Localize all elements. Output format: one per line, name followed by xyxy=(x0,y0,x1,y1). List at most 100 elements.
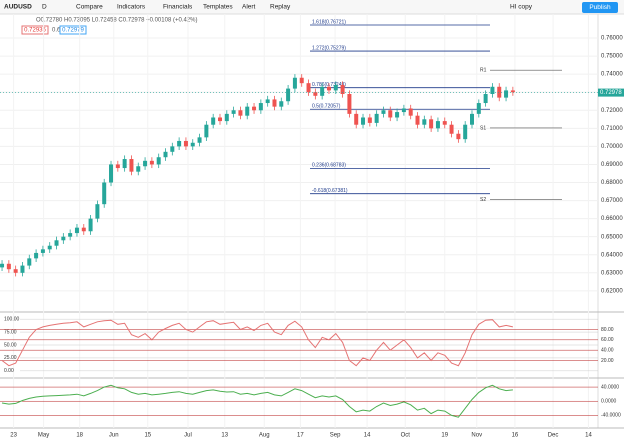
candle-body xyxy=(20,265,25,273)
candle-body xyxy=(347,94,352,114)
x-tick-label: Jun xyxy=(109,433,119,439)
legend-value: 0.72979 xyxy=(62,28,84,34)
candle-body xyxy=(286,88,291,102)
candle-body xyxy=(34,252,39,259)
x-tick-label: 13 xyxy=(221,433,228,439)
candle-body xyxy=(204,124,209,138)
candle-body xyxy=(258,103,263,111)
pivot-label: S1 xyxy=(480,125,486,131)
fib-label: -0.618(0.67381) xyxy=(312,188,348,194)
candle-body xyxy=(122,159,127,169)
x-tick-label: 15 xyxy=(144,433,151,439)
symbol[interactable]: AUDUSD xyxy=(4,4,32,11)
candle-body xyxy=(238,110,243,116)
y-tick-label: 0.62000 xyxy=(601,288,623,294)
candle-body xyxy=(136,166,141,172)
pane-tick-label: 40.00 xyxy=(601,347,614,353)
candle-body xyxy=(456,133,461,140)
ohlc-legend: O0.72780 H0.73095 L0.72458 C0.72978 +0.0… xyxy=(36,18,197,24)
last-price-label: 0.72978 xyxy=(600,90,622,96)
legend-box xyxy=(59,25,87,35)
candle-body xyxy=(320,86,325,96)
candle-body xyxy=(449,124,454,134)
x-tick-label: Dec xyxy=(548,433,559,439)
candle-body xyxy=(415,115,420,125)
publish-button[interactable] xyxy=(582,2,618,13)
pane-tick-label: 40.0000 xyxy=(601,384,619,390)
candle-body xyxy=(401,108,406,113)
candle-body xyxy=(40,249,45,253)
candle-body xyxy=(326,86,331,91)
candle-body xyxy=(217,117,222,122)
candle-body xyxy=(47,245,52,250)
candle-body xyxy=(129,159,134,172)
x-tick-label: 18 xyxy=(76,433,83,439)
candle-body xyxy=(27,258,32,266)
layout-name[interactable]: HI copy xyxy=(510,4,533,11)
last-price-tag xyxy=(598,88,624,97)
candle-body xyxy=(102,182,107,205)
x-tick-label: 17 xyxy=(297,433,304,439)
candle-body xyxy=(292,77,297,89)
pane-tick-label: 60.00 xyxy=(601,337,614,343)
candle-body xyxy=(504,90,509,98)
legend-value: 0.72935 xyxy=(24,28,46,34)
candle-body xyxy=(272,99,277,107)
x-tick-label: 23 xyxy=(10,433,17,439)
candle-body xyxy=(61,236,66,241)
candle-body xyxy=(510,90,515,93)
y-tick-label: 0.76000 xyxy=(601,36,623,42)
pane-tick-label: -40.0000 xyxy=(601,413,621,419)
candle-body xyxy=(88,218,93,232)
y-tick-label: 0.68000 xyxy=(601,180,623,186)
candle-body xyxy=(381,110,386,114)
publish-label[interactable]: Publish xyxy=(589,4,611,11)
toolbar xyxy=(0,0,624,14)
toolbar-button[interactable]: Alert xyxy=(242,4,256,11)
x-tick-label: May xyxy=(38,433,49,439)
y-tick-label: 0.72000 xyxy=(601,108,623,114)
toolbar-button[interactable]: Replay xyxy=(270,4,291,11)
x-tick-label: Oct xyxy=(401,433,411,439)
y-tick-label: 0.71000 xyxy=(601,126,623,132)
toolbar-button[interactable]: Templates xyxy=(203,4,233,11)
pane-tick-label: 0.00 xyxy=(4,368,14,374)
toolbar-button[interactable]: Financials xyxy=(163,4,193,11)
y-tick-label: 0.65000 xyxy=(601,234,623,240)
oscillator-line xyxy=(1,384,513,418)
candle-body xyxy=(354,113,359,125)
legend-box xyxy=(21,25,49,35)
x-tick-label: 16 xyxy=(512,433,519,439)
pane-tick-label: 50.00 xyxy=(4,342,17,348)
fib-label: 0.236(0.68783) xyxy=(312,163,346,169)
y-tick-label: 0.64000 xyxy=(601,252,623,258)
oscillator-line xyxy=(1,319,514,367)
y-tick-label: 0.66000 xyxy=(601,216,623,222)
y-tick-label: 0.67000 xyxy=(601,198,623,204)
interval[interactable]: D xyxy=(42,4,47,11)
x-tick-label: 14 xyxy=(585,433,592,439)
candle-body xyxy=(429,119,434,129)
candle-body xyxy=(483,94,488,104)
fib-label: 1.618(0.76721) xyxy=(312,19,346,25)
candle-body xyxy=(265,99,270,104)
candle-body xyxy=(109,164,114,183)
candle-body xyxy=(408,108,413,116)
candle-body xyxy=(68,233,73,237)
candle-body xyxy=(374,113,379,123)
toolbar-button[interactable]: Indicators xyxy=(117,4,146,11)
candle-body xyxy=(149,160,154,165)
pivot-label: S2 xyxy=(480,197,486,203)
x-tick-label: Sep xyxy=(330,433,341,439)
toolbar-button[interactable]: Compare xyxy=(76,4,103,11)
candle-body xyxy=(422,119,427,125)
fib-label: 0.5(0.72057) xyxy=(312,104,341,110)
candle-body xyxy=(442,121,447,125)
candle-body xyxy=(163,151,168,158)
candle-body xyxy=(170,146,175,152)
pane-tick-label: 20.00 xyxy=(601,358,614,364)
candle-body xyxy=(74,227,79,234)
fib-label: 1.272(0.75279) xyxy=(312,45,346,51)
candle-body xyxy=(211,117,216,125)
x-tick-label: 14 xyxy=(364,433,371,439)
